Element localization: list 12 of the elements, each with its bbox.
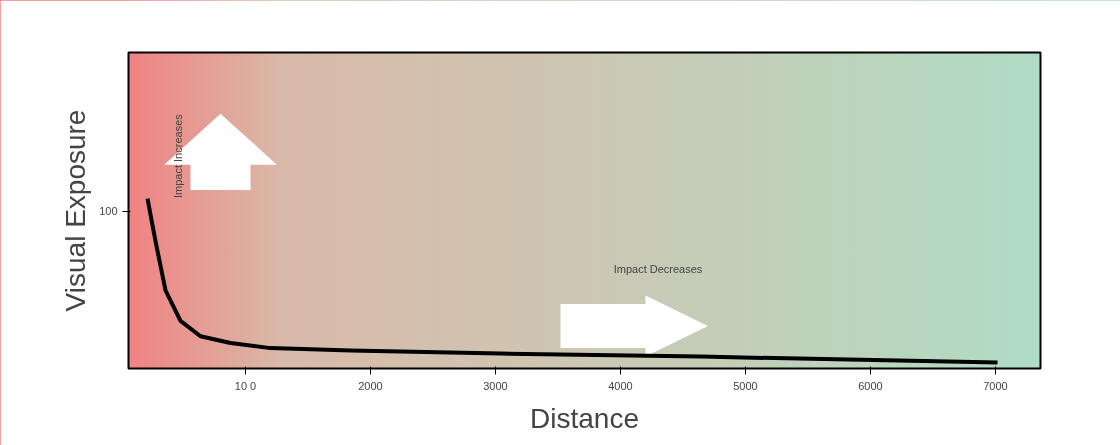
text: Impact Increases [172, 113, 184, 199]
x-tick-label: 10 0 [234, 379, 257, 392]
x-axis-title: Distance [530, 402, 639, 434]
y-axis-title: Visual Exposure [60, 109, 92, 312]
x-tick-label: 7000 [983, 379, 1008, 392]
x-tick-label: 4000 [608, 379, 633, 392]
text: 100 [99, 205, 118, 218]
x-tick-label: 2000 [358, 379, 383, 392]
x-tick-label: 5000 [733, 379, 758, 392]
annotation: Impact Decreases [613, 263, 703, 276]
x-tick-label: 3000 [483, 379, 508, 392]
x-tick-label: 6000 [858, 379, 883, 392]
